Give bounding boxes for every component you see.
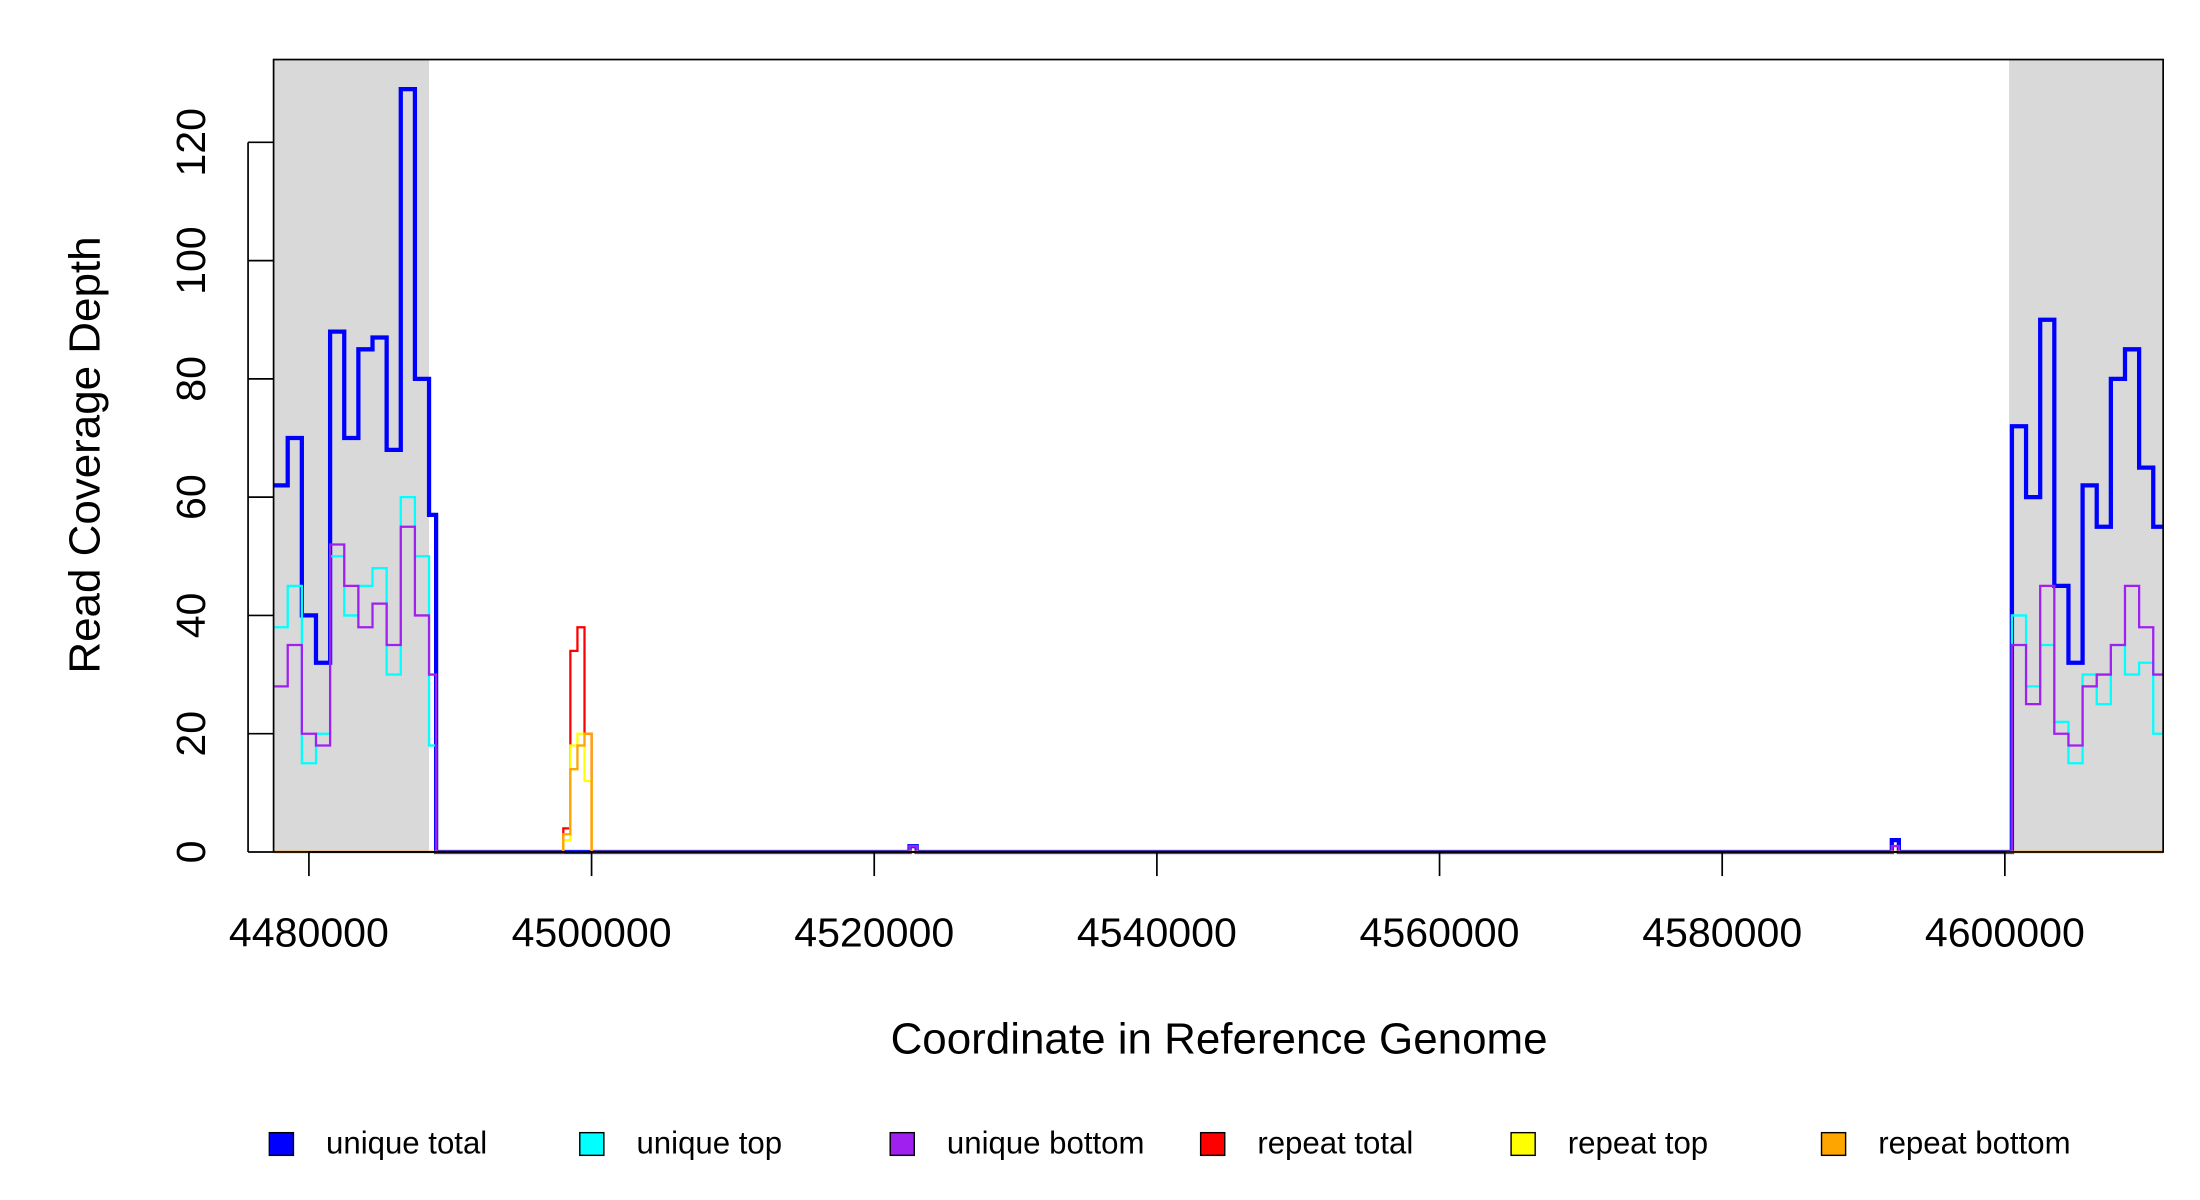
x-tick-label: 4600000 bbox=[1925, 909, 2085, 955]
series-line bbox=[273, 732, 2164, 854]
legend-swatch bbox=[1820, 1131, 1847, 1157]
x-tick-label: 4480000 bbox=[229, 909, 389, 955]
x-tick-label: 4580000 bbox=[1642, 909, 1802, 955]
legend-swatch bbox=[1199, 1131, 1226, 1157]
x-tick-label: 4560000 bbox=[1360, 909, 1520, 955]
series-line bbox=[273, 86, 2164, 855]
legend-label: repeat bottom bbox=[1878, 1126, 2070, 1161]
legend-swatch bbox=[268, 1131, 295, 1157]
legend-label: repeat top bbox=[1568, 1126, 1708, 1161]
y-tick-label: 40 bbox=[168, 593, 214, 639]
y-tick-label: 100 bbox=[168, 226, 214, 295]
series-line bbox=[273, 525, 2164, 854]
legend-label: unique top bbox=[636, 1126, 782, 1161]
series-line bbox=[273, 496, 2164, 854]
legend-swatch bbox=[1510, 1131, 1536, 1157]
y-tick-label: 20 bbox=[168, 711, 214, 757]
series-line bbox=[273, 732, 2164, 854]
legend-swatch bbox=[579, 1131, 605, 1157]
shaded-region bbox=[273, 59, 430, 852]
x-tick-label: 4520000 bbox=[794, 909, 954, 955]
y-tick-label: 60 bbox=[168, 474, 214, 520]
x-tick-label: 4500000 bbox=[512, 909, 672, 955]
y-axis-label: Read Coverage Depth bbox=[60, 236, 109, 673]
x-tick-label: 4540000 bbox=[1077, 909, 1237, 955]
legend-label: unique bottom bbox=[947, 1126, 1145, 1161]
legend-swatch bbox=[889, 1131, 916, 1157]
series-line bbox=[273, 626, 2164, 854]
y-tick-label: 80 bbox=[168, 356, 214, 402]
plot-frame bbox=[272, 58, 2164, 853]
y-tick-label: 0 bbox=[168, 841, 214, 864]
legend-label: repeat total bbox=[1257, 1126, 1413, 1161]
y-tick-label: 120 bbox=[168, 108, 214, 177]
x-axis-label: Coordinate in Reference Genome bbox=[891, 1015, 1548, 1064]
legend-label: unique total bbox=[326, 1126, 487, 1161]
